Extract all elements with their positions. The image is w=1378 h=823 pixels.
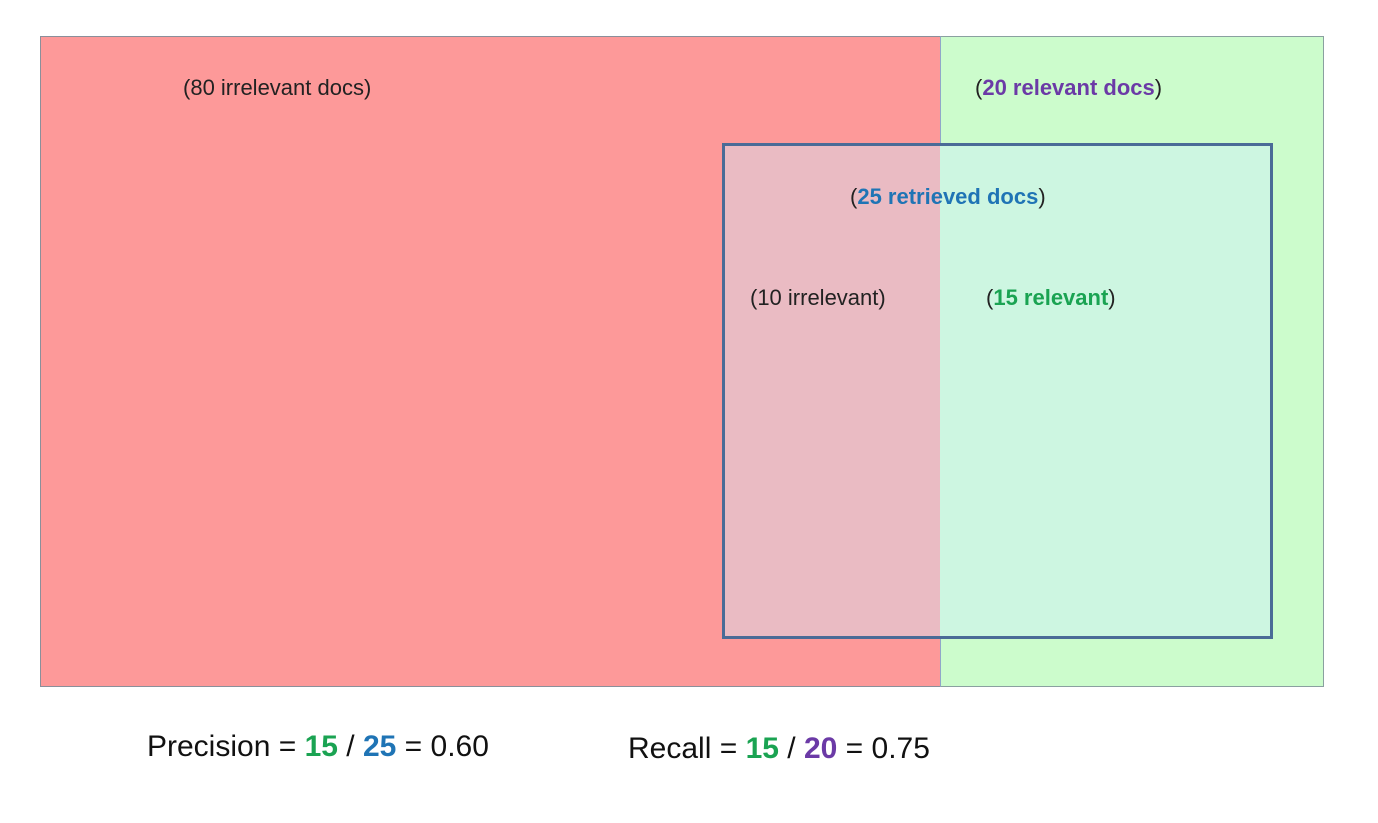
retrieved-relevant-label: (15 relevant) <box>986 287 1116 309</box>
retrieved-relevant-open-paren: ( <box>986 285 994 310</box>
retrieved-irrelevant-text: (10 irrelevant) <box>750 285 886 310</box>
retrieved-relevant-text: 15 relevant <box>993 285 1109 310</box>
retrieved-docs-box <box>722 143 1273 639</box>
retrieved-irrelevant-region <box>723 144 940 638</box>
retrieved-label-text: 25 retrieved docs <box>857 184 1039 209</box>
relevant-label-close-paren: ) <box>1154 75 1163 100</box>
relevant-label-open-paren: ( <box>975 75 983 100</box>
irrelevant-label-open-paren: ( <box>183 75 191 100</box>
recall-separator: / <box>778 732 804 765</box>
irrelevant-label-close-paren: ) <box>363 75 372 100</box>
precision-result: = 0.60 <box>396 730 489 763</box>
recall-result: = 0.75 <box>837 732 930 765</box>
retrieved-relevant-region <box>940 144 1272 638</box>
relevant-label-text: 20 relevant docs <box>982 75 1155 100</box>
precision-separator: / <box>337 730 363 763</box>
retrieved-relevant-close-paren: ) <box>1108 285 1116 310</box>
recall-denominator: 20 <box>803 732 838 765</box>
precision-numerator: 15 <box>304 730 338 763</box>
precision-denominator: 25 <box>362 730 397 763</box>
retrieved-docs-label: (25 retrieved docs) <box>850 186 1046 208</box>
precision-formula: Precision = 15 / 25 = 0.60 <box>147 732 489 762</box>
retrieved-label-close-paren: ) <box>1038 184 1046 209</box>
retrieved-irrelevant-label: (10 irrelevant) <box>750 287 886 309</box>
irrelevant-label-text: 80 irrelevant docs <box>190 75 364 100</box>
relevant-docs-label: (20 relevant docs) <box>975 77 1162 99</box>
irrelevant-docs-label: (80 irrelevant docs) <box>183 77 371 99</box>
retrieved-label-open-paren: ( <box>850 184 858 209</box>
recall-formula: Recall = 15 / 20 = 0.75 <box>628 734 930 764</box>
precision-prefix: Precision = <box>147 730 305 763</box>
recall-prefix: Recall = <box>628 732 746 765</box>
recall-numerator: 15 <box>745 732 779 765</box>
